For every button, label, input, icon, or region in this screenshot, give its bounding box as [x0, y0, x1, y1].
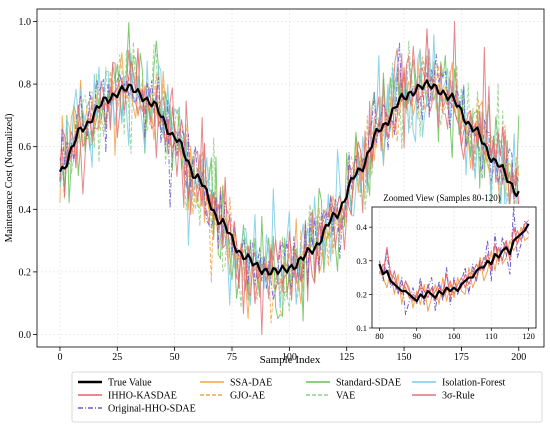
inset-series-line-true: [378, 223, 530, 303]
y-axis-label: Maintenance Cost (Normalized): [4, 114, 15, 243]
inset-y-ticks: 0.1 0.2 0.3 0.4: [356, 222, 372, 333]
y-tick-label: 0.6: [19, 142, 32, 153]
legend-frame: [71, 371, 543, 423]
x-tick-label: 75: [227, 352, 237, 363]
x-tick-label: 125: [339, 352, 354, 363]
inset-x-tick-label: 110: [485, 331, 497, 341]
main-plot-frame: [36, 8, 545, 348]
series-line-true: [58, 79, 520, 276]
legend-label-gjo: GJO-AE: [230, 391, 265, 402]
y-tick-label: 1.0: [19, 17, 32, 28]
x-tick-label: 150: [397, 352, 412, 363]
x-tick-label: 25: [112, 352, 122, 363]
x-axis-label: Sample Index: [260, 354, 321, 366]
inset-series-line-sig: [378, 226, 529, 302]
legend-label-sig: 3σ-Rule: [442, 391, 475, 402]
inset-x-ticks: 80 90 100 110 120: [375, 328, 535, 341]
x-tick-label: 100: [282, 352, 297, 363]
legend-items: True Value SSA-DAE Standard-SDAE Isolation-…: [78, 378, 506, 415]
inset-x-tick-label: 90: [412, 331, 421, 341]
main-grid: [37, 9, 544, 347]
inset-y-tick-label: 0.1: [356, 323, 367, 333]
legend-label-std: Standard-SDAE: [336, 378, 401, 389]
series-line-vae: [59, 40, 520, 312]
legend-label-ssa: SSA-DAE: [230, 378, 272, 389]
x-tick-label: 50: [170, 352, 180, 363]
legend: True Value SSA-DAE Standard-SDAE Isolation-…: [71, 371, 543, 423]
series-line-orig: [59, 41, 520, 301]
legend-label-orig: Original-HHO-SDAE: [108, 404, 196, 415]
y-tick-label: 0.2: [19, 267, 32, 278]
legend-label-true: True Value: [108, 378, 152, 389]
inset-y-tick-label: 0.4: [356, 222, 367, 232]
inset-x-tick-label: 80: [375, 331, 384, 341]
inset-series-group: [378, 206, 530, 316]
inset-y-tick-label: 0.2: [356, 289, 367, 299]
x-tick-label: 200: [511, 352, 526, 363]
inset-y-tick-label: 0.3: [356, 256, 367, 266]
series-line-gjo: [59, 56, 520, 324]
y-tick-label: 0.8: [19, 80, 32, 91]
inset-series-line-ssa: [379, 226, 529, 312]
series-line-ihho: [59, 28, 520, 291]
inset-background: [368, 204, 539, 334]
y-tick-label: 0.4: [19, 205, 32, 216]
x-tick-label: 175: [454, 352, 469, 363]
inset-x-tick-label: 100: [448, 331, 461, 341]
inset-chart: 80 90 100 110 120 0.1 0.2 0.3 0.4 Zoomed View (…: [356, 193, 539, 341]
x-tick-label: 0: [57, 352, 62, 363]
inset-series-line-orig: [378, 206, 529, 316]
inset-title: Zoomed View (Samples 80-120): [383, 193, 501, 203]
y-tick-label: 0.0: [19, 330, 32, 341]
inset-x-tick-label: 120: [522, 331, 535, 341]
legend-label-ihho: IHHO-KASDAE: [108, 391, 177, 402]
legend-label-vae: VAE: [336, 391, 355, 402]
legend-label-iso: Isolation-Forest: [442, 378, 506, 389]
inset-series-line-ihho: [379, 220, 529, 302]
main-series-group: [58, 21, 520, 335]
main-x-ticks: 0 25 50 75 100 125 150 175 200: [57, 347, 526, 363]
main-y-ticks: 0.0 0.2 0.4 0.6 0.8 1.0: [19, 17, 37, 341]
series-line-sig: [59, 21, 520, 335]
